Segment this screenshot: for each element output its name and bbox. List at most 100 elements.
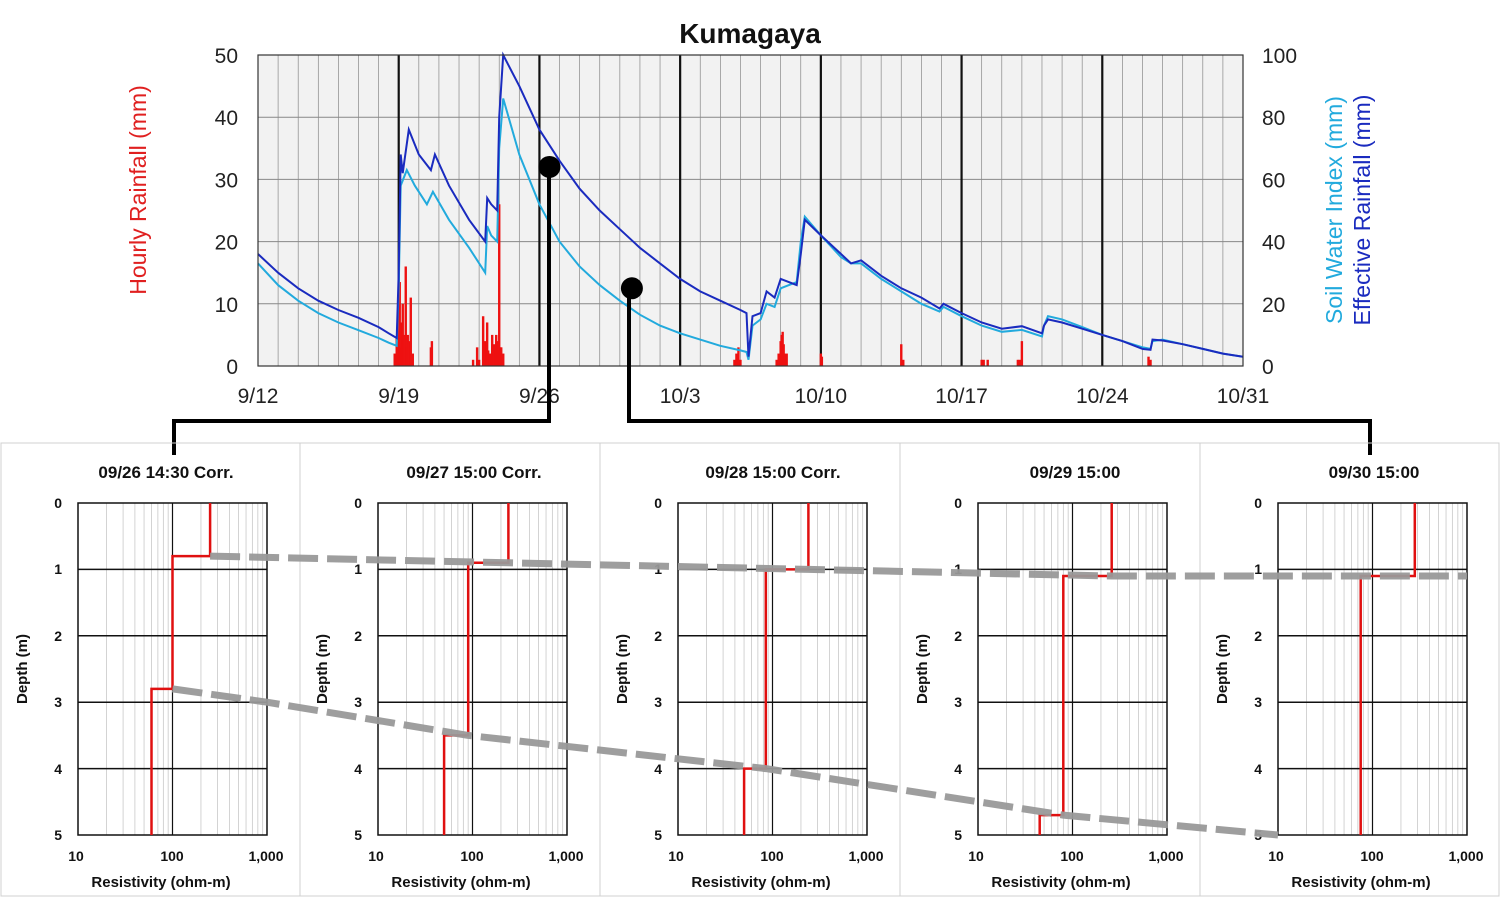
- y-tick-5: 5: [54, 827, 62, 843]
- x-tick-1000: 1,000: [248, 848, 283, 864]
- rainfall-bar: [486, 350, 490, 366]
- rainfall-bar: [902, 359, 905, 366]
- main-chart-title: Kumagaya: [679, 18, 821, 49]
- rainfall-bar: [1018, 359, 1022, 366]
- y-tick-4: 4: [654, 761, 662, 777]
- rainfall-bar: [502, 353, 505, 366]
- panel-frame: [377, 502, 568, 836]
- x-tick-label: 9/12: [238, 385, 279, 408]
- rainfall-bar: [498, 204, 501, 366]
- rainfall-bar: [777, 353, 780, 366]
- y-left-tick-label: 10: [215, 294, 238, 317]
- main-chart: Kumagaya 9/12 9/19 9/26 10/3 10/10 10/17 10/24…: [125, 18, 1375, 408]
- rainfall-bar: [475, 347, 479, 366]
- panel-0927: 09/27 15:00 Corr. 0 1 2 3 4 5 10 100 1,0…: [314, 463, 584, 891]
- right-axis-label-effective-rainfall: Effective Rainfall (mm): [1349, 95, 1375, 326]
- y-tick-2: 2: [1254, 628, 1262, 644]
- panel-frame: [977, 502, 1168, 836]
- y-right-tick-label: 40: [1262, 232, 1285, 255]
- rainfall-bar: [1016, 359, 1020, 366]
- y-left-tick-label: 30: [215, 169, 238, 192]
- rainfall-bar: [402, 334, 405, 366]
- y-tick-0: 0: [54, 495, 62, 511]
- x-tick-100: 100: [460, 848, 484, 864]
- panel-grid: [677, 502, 868, 836]
- x-tick-10: 10: [368, 848, 384, 864]
- rainfall-bar: [900, 344, 903, 366]
- y-tick-3: 3: [954, 694, 962, 710]
- resistivity-profile: [742, 503, 810, 835]
- panel-title: 09/26 14:30 Corr.: [98, 463, 233, 482]
- rainfall-bar: [820, 356, 824, 366]
- y-axis-label: Depth (m): [1214, 634, 1231, 704]
- x-tick-label: 10/10: [795, 385, 848, 408]
- upper-boundary: [210, 552, 1467, 580]
- rainfall-bar: [411, 353, 414, 366]
- y-tick-0: 0: [654, 495, 662, 511]
- y-tick-5: 5: [654, 827, 662, 843]
- left-axis-label: Hourly Rainfall (mm): [125, 85, 151, 295]
- x-tick-1000: 1,000: [1148, 848, 1183, 864]
- x-tick-label: 10/17: [935, 385, 988, 408]
- rainfall-bar: [483, 341, 487, 366]
- y-tick-1: 1: [54, 561, 62, 577]
- y-left-tick-label: 0: [226, 356, 238, 379]
- rainfall-bar: [430, 341, 434, 366]
- rainfall-bar: [982, 359, 985, 366]
- y-right-tick-label: 100: [1262, 45, 1297, 68]
- connector-left: [172, 167, 551, 455]
- x-tick-1000: 1,000: [548, 848, 583, 864]
- y-tick-5: 5: [954, 827, 962, 843]
- y-tick-0: 0: [1254, 495, 1262, 511]
- panel-grid: [377, 502, 568, 836]
- y-right-tick-label: 80: [1262, 107, 1285, 130]
- resistivity-profile: [1038, 503, 1113, 835]
- x-tick-100: 100: [1060, 848, 1084, 864]
- rainfall-bar: [1149, 359, 1152, 366]
- rainfall-bar: [1020, 341, 1024, 366]
- panel-title: 09/29 15:00: [1030, 463, 1121, 482]
- panel-frame: [77, 502, 268, 836]
- x-tick-label: 10/24: [1076, 385, 1129, 408]
- panel-0930: 09/30 15:00 0 1 2 3 4 5 10 100 1,000 Res…: [1214, 463, 1484, 891]
- y-tick-4: 4: [54, 761, 62, 777]
- rainfall-bar: [500, 347, 503, 366]
- rainfall-bar: [398, 282, 401, 366]
- x-axis-label: Resistivity (ohm-m): [391, 874, 530, 891]
- y-tick-1: 1: [1254, 561, 1262, 577]
- y-tick-4: 4: [354, 761, 362, 777]
- x-axis-label: Resistivity (ohm-m): [91, 874, 230, 891]
- x-axis-label: Resistivity (ohm-m): [1291, 874, 1430, 891]
- y-tick-4: 4: [1254, 761, 1262, 777]
- panel-title: 09/28 15:00 Corr.: [705, 463, 840, 482]
- panel-0928: 09/28 15:00 Corr. 0 1 2 3 4 5 10 100 1,0…: [614, 463, 884, 891]
- y-tick-2: 2: [354, 628, 362, 644]
- x-tick-label: 9/26: [519, 385, 560, 408]
- x-tick-1000: 1,000: [848, 848, 883, 864]
- x-axis-label: Resistivity (ohm-m): [991, 874, 1130, 891]
- rainfall-bar: [471, 359, 475, 366]
- rainfall-bar: [1147, 356, 1150, 366]
- x-tick-label: 9/19: [378, 385, 419, 408]
- rainfall-bar: [735, 353, 738, 366]
- right-axis-label-soil-water-index: Soil Water Index (mm): [1321, 96, 1347, 324]
- resistivity-profile: [150, 503, 212, 835]
- y-tick-3: 3: [354, 694, 362, 710]
- y-right-tick-label: 20: [1262, 294, 1285, 317]
- y-left-tick-label: 50: [215, 45, 238, 68]
- rainfall-bar: [733, 359, 736, 366]
- x-tick-10: 10: [668, 848, 684, 864]
- marker-connectors: [172, 155, 1372, 455]
- connector-right: [627, 289, 1372, 455]
- soil-water-index-line: [257, 98, 1244, 361]
- rainfall-bar: [980, 359, 983, 366]
- effective-rainfall-line: [257, 51, 1244, 358]
- y-right-tick-label: 60: [1262, 169, 1285, 192]
- y-axis-label: Depth (m): [14, 634, 31, 704]
- y-axis-label: Depth (m): [314, 634, 331, 704]
- plot-frame: [257, 54, 1244, 367]
- rainfall-bar: [775, 359, 778, 366]
- y-right-tick-label: 0: [1262, 356, 1274, 379]
- rainfall-bars: [393, 204, 1152, 366]
- panel-frame: [677, 502, 868, 836]
